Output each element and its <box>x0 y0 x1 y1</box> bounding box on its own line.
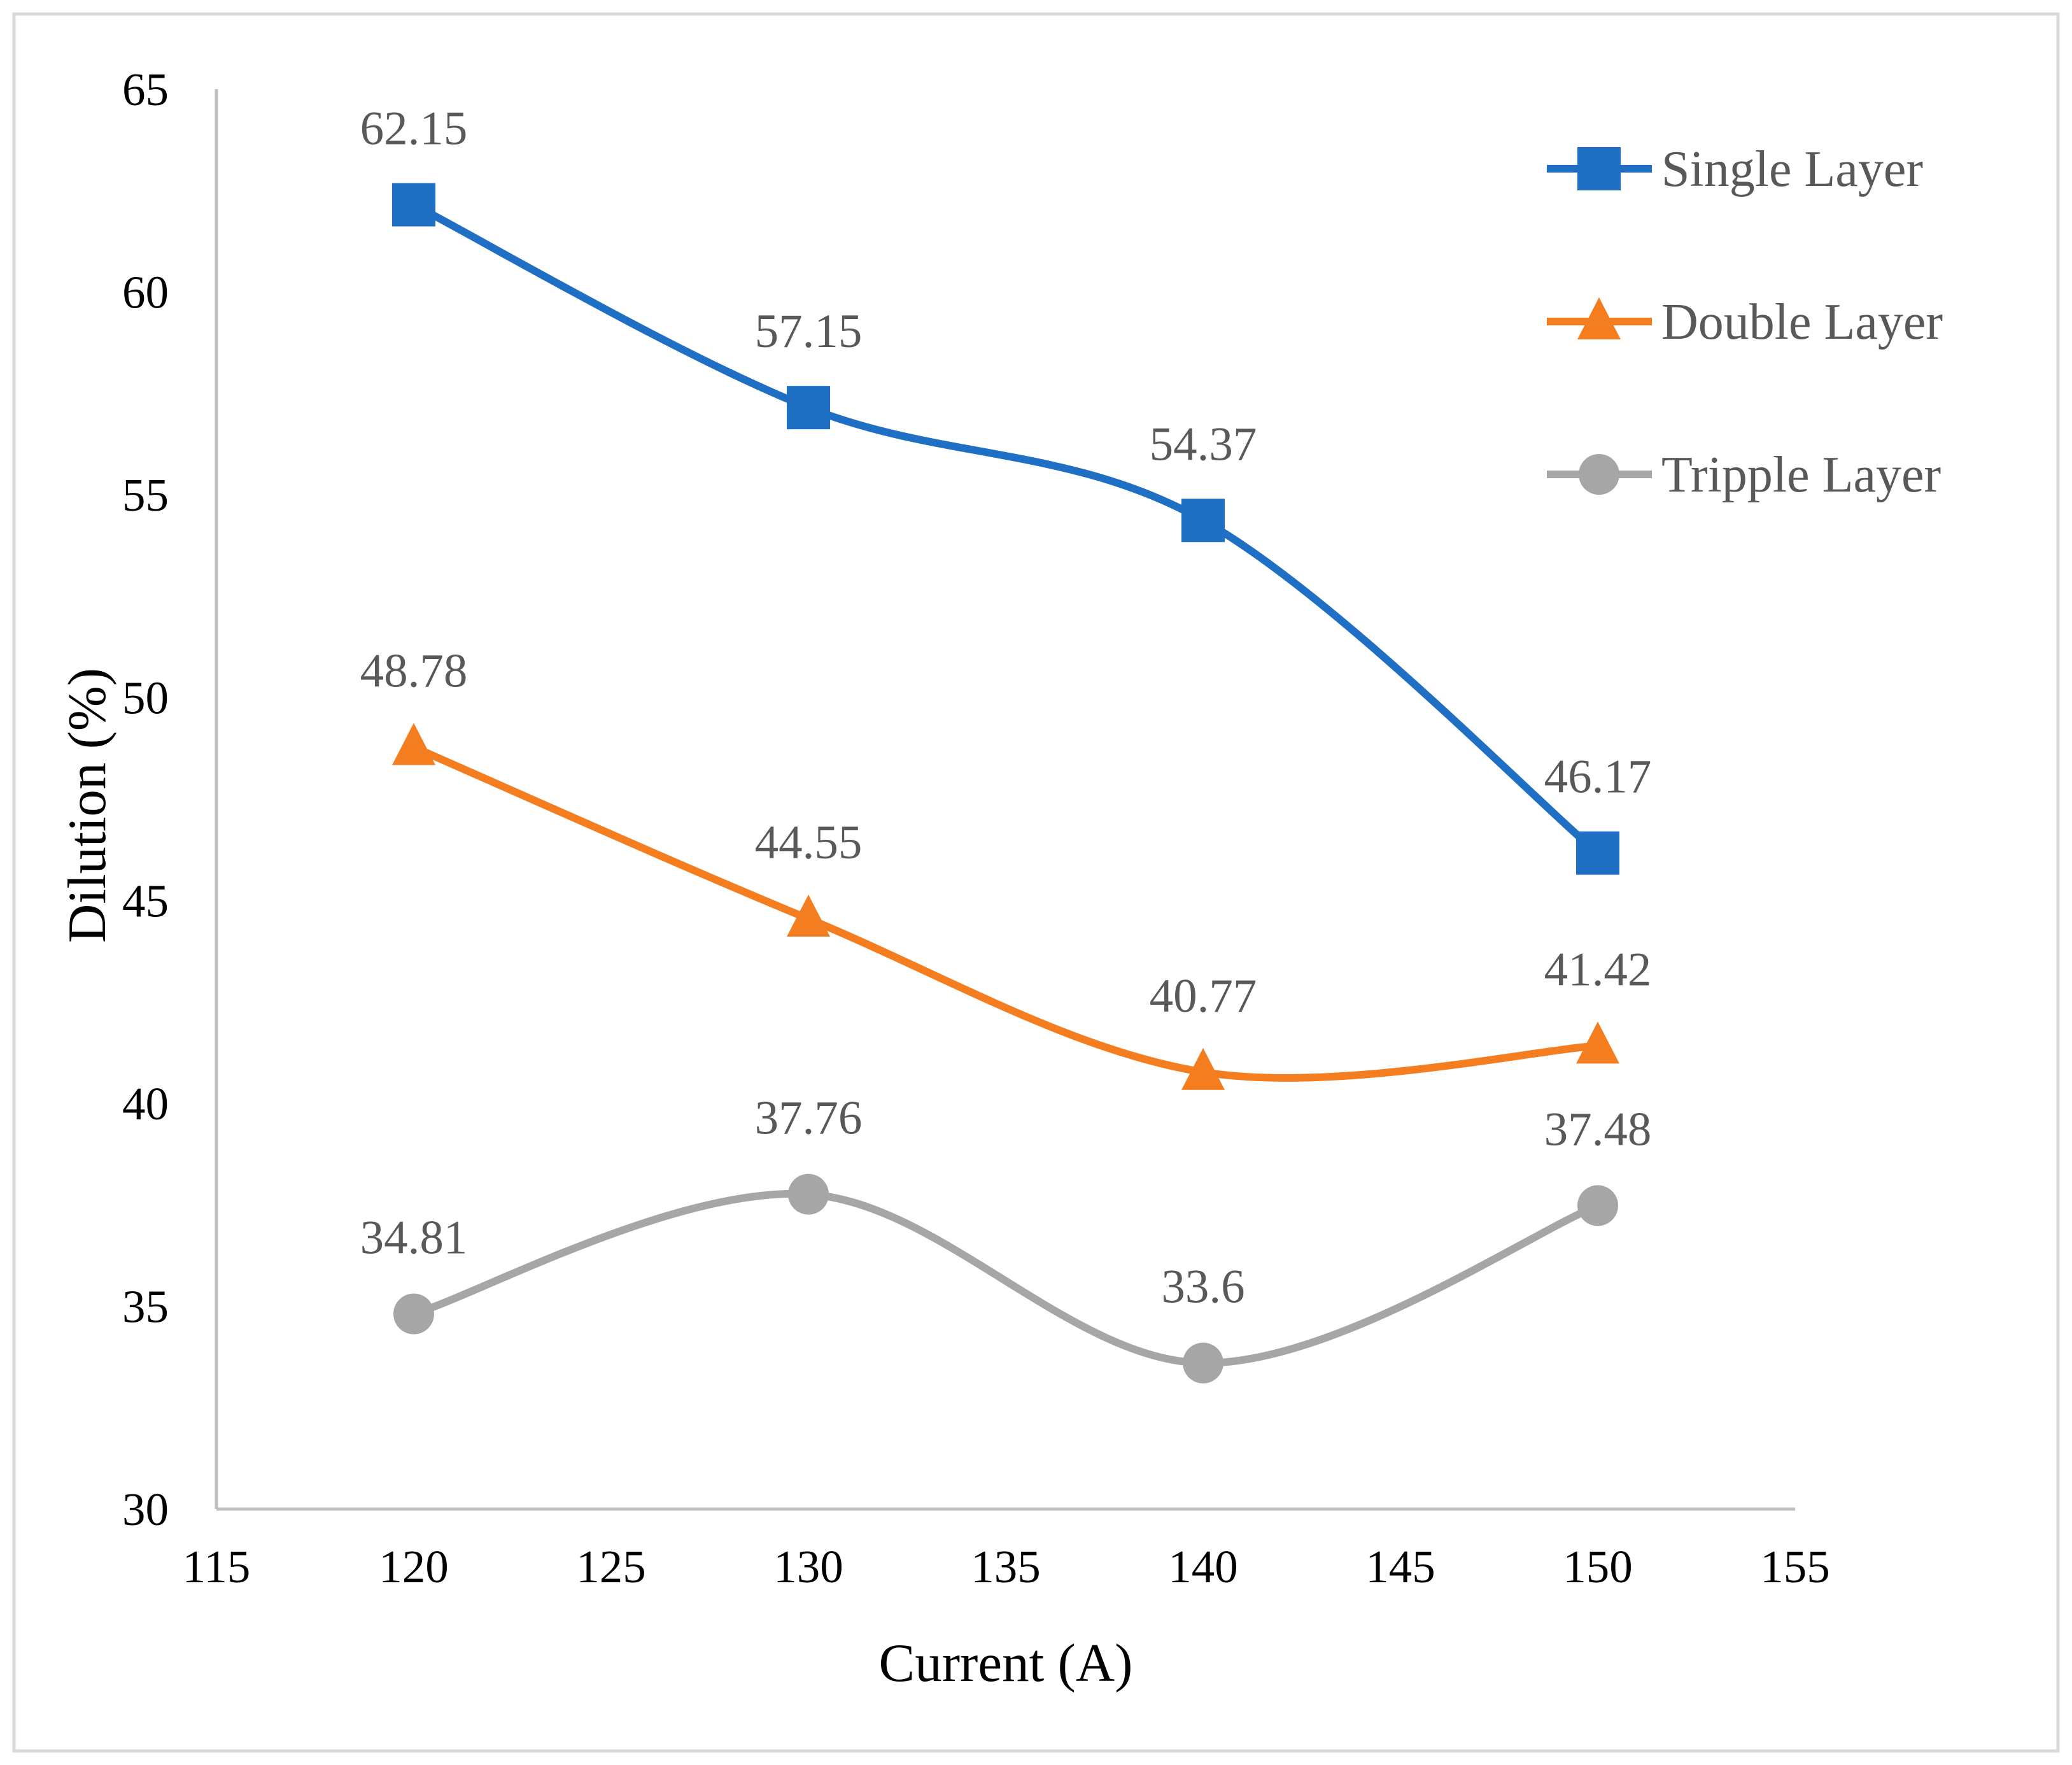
data-point-marker <box>1181 499 1225 542</box>
x-tick-label: 145 <box>1365 1541 1435 1592</box>
x-tick-label: 130 <box>773 1541 843 1592</box>
legend-marker <box>1577 147 1621 190</box>
legend-marker <box>1579 454 1619 495</box>
y-tick-label: 35 <box>122 1280 169 1332</box>
x-axis-title: Current (A) <box>879 1633 1133 1693</box>
data-label: 37.48 <box>1544 1103 1652 1156</box>
series-line <box>410 1189 1602 1367</box>
y-tick-label: 50 <box>122 672 169 724</box>
y-tick-label: 55 <box>122 469 169 521</box>
x-tick-label: 115 <box>183 1541 251 1592</box>
x-tick-label: 135 <box>971 1541 1041 1592</box>
legend-label: Tripple Layer <box>1661 447 1941 503</box>
data-point-marker <box>1576 1021 1619 1064</box>
series-line <box>410 743 1602 1082</box>
y-tick-label: 30 <box>122 1484 169 1535</box>
data-label: 37.76 <box>755 1092 863 1145</box>
legend-label: Double Layer <box>1661 294 1943 350</box>
series-double-layer <box>392 723 1619 1090</box>
x-tick-label: 155 <box>1760 1541 1830 1592</box>
legend-item: Double Layer <box>1547 294 1943 350</box>
data-point-marker <box>787 894 830 937</box>
data-point-marker <box>788 1173 829 1215</box>
y-tick-label: 40 <box>122 1078 169 1130</box>
x-tick-label: 140 <box>1168 1541 1238 1592</box>
data-point-marker <box>1181 1047 1225 1090</box>
series-single-layer <box>392 183 1619 875</box>
data-label: 41.42 <box>1544 943 1652 996</box>
legend-marker <box>1577 297 1621 339</box>
series-layer <box>392 183 1619 1384</box>
data-label: 62.15 <box>360 103 468 155</box>
x-tick-label: 125 <box>576 1541 646 1592</box>
data-label: 40.77 <box>1150 970 1257 1023</box>
data-point-marker <box>393 1293 434 1335</box>
data-point-marker <box>787 386 830 430</box>
y-axis-title: Dilution (%) <box>57 668 117 943</box>
axes: 30 35 40 45 50 55 60 65 115 120 125 130 135 140 145 150… <box>122 64 1830 1592</box>
legend-label: Single Layer <box>1661 141 1923 197</box>
data-label: 57.15 <box>755 305 863 358</box>
data-point-marker <box>1183 1342 1223 1384</box>
legend-item: Tripple Layer <box>1547 447 1941 503</box>
data-point-marker <box>392 183 435 227</box>
data-label: 34.81 <box>360 1212 468 1265</box>
y-tick-label: 60 <box>122 267 169 318</box>
data-label: 46.17 <box>1544 751 1652 804</box>
data-label: 54.37 <box>1150 418 1257 471</box>
y-tick-label: 65 <box>122 64 169 115</box>
data-label: 33.6 <box>1161 1261 1244 1314</box>
data-point-marker <box>392 723 435 765</box>
data-point-marker <box>1576 831 1619 875</box>
y-tick-label: 45 <box>122 875 169 926</box>
chart-border <box>12 12 2060 1753</box>
data-label: 44.55 <box>755 816 863 869</box>
data-labels: 62.15 57.15 54.37 46.17 48.78 44.55 40.77 41.42… <box>360 103 1652 1314</box>
series-line <box>410 201 1602 857</box>
data-label: 48.78 <box>360 644 468 697</box>
series-tripple-layer <box>393 1173 1618 1384</box>
data-point-marker <box>1577 1185 1618 1226</box>
x-tick-label: 150 <box>1563 1541 1633 1592</box>
legend-item: Single Layer <box>1547 141 1923 197</box>
legend: Single Layer Double Layer Tripple Layer <box>1547 141 1943 503</box>
x-tick-label: 120 <box>379 1541 449 1592</box>
